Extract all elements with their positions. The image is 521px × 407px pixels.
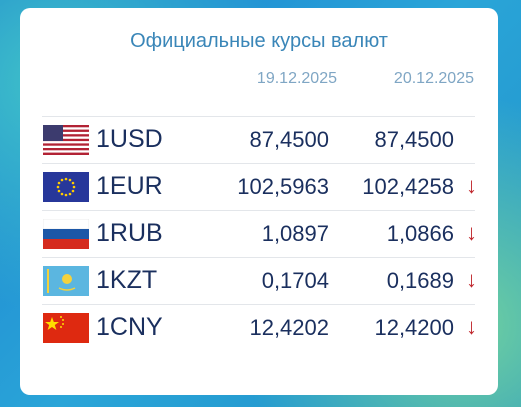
rate-row: 1KZT 0,1704 0,1689 ↓	[42, 257, 477, 305]
rate-row: 1RUB 1,0897 1,0866 ↓	[42, 210, 477, 258]
currency: 1CNY	[96, 313, 163, 341]
flag-eur	[43, 172, 89, 202]
flag-kzt	[43, 266, 89, 296]
rate: 1,0866	[386, 221, 454, 246]
currency: 1USD	[96, 125, 163, 153]
rate-row: 1EUR 102,5963 102,4258 ↓	[42, 163, 477, 211]
rate-row: 1CNY 12,4202 12,4200 ↓	[42, 304, 477, 352]
rate: 12,4200	[374, 315, 454, 340]
rate: 87,4500	[374, 127, 454, 152]
flag-rub	[43, 219, 89, 249]
rate-row: 1USD 87,4500 87,4500	[42, 116, 475, 164]
title: Официальные курсы валют	[130, 30, 388, 52]
rate: 1,0897	[261, 221, 329, 246]
rate: 87,4500	[249, 127, 329, 152]
trend-arrow: ↓	[466, 173, 477, 198]
rates-card: Официальные курсы валют 19.12.2025 20.12…	[20, 8, 498, 395]
rate: 12,4202	[249, 315, 329, 340]
date: 19.12.2025	[256, 70, 337, 87]
currency: 1KZT	[96, 266, 158, 294]
currency: 1EUR	[96, 172, 163, 200]
rate: 102,4258	[362, 174, 454, 199]
date: 20.12.2025	[393, 70, 474, 87]
trend-arrow: ↓	[466, 220, 477, 245]
flag-usd	[43, 125, 89, 155]
rate: 102,5963	[237, 174, 329, 199]
flag-cny	[43, 313, 89, 343]
rate: 0,1704	[261, 268, 329, 293]
trend-arrow: ↓	[466, 314, 477, 339]
rate: 0,1689	[386, 268, 454, 293]
trend-arrow: ↓	[466, 267, 477, 292]
currency: 1RUB	[96, 219, 163, 247]
